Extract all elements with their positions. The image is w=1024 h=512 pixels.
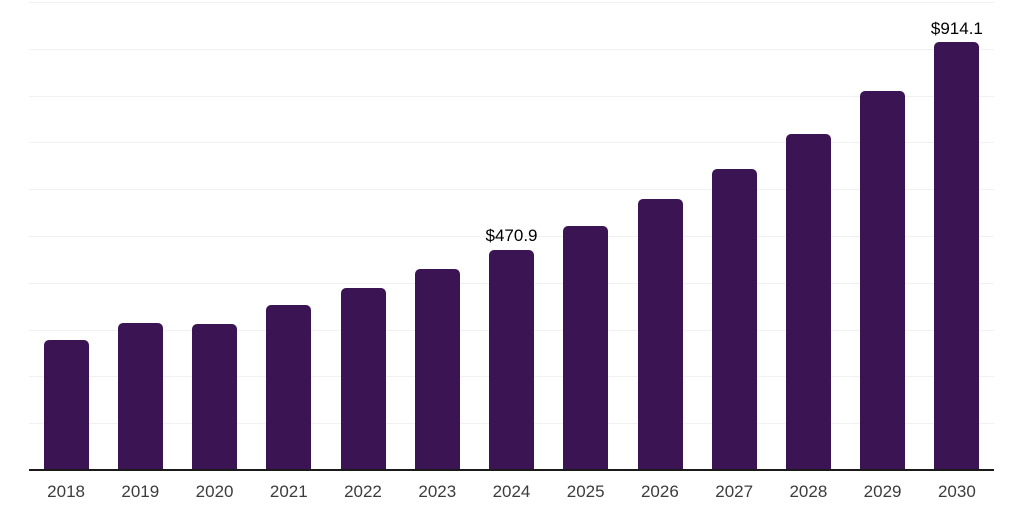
x-tick-label-2027: 2027	[715, 482, 754, 501]
x-tick-label-2029: 2029	[863, 482, 902, 501]
gridline	[29, 48, 994, 50]
bar-2022[interactable]	[340, 287, 386, 470]
gridline	[29, 95, 994, 97]
x-tick-label-2025: 2025	[566, 482, 605, 501]
bar-2030[interactable]	[934, 42, 980, 470]
x-tick-label-2018: 2018	[47, 482, 85, 501]
bar-2020[interactable]	[192, 324, 238, 470]
bar-2029[interactable]	[860, 90, 906, 470]
gridline	[29, 142, 994, 144]
bar-2028[interactable]	[785, 134, 831, 470]
plot-area: $470.9 $914.1 2018 2019 2020 2021 2022 2023 2024…	[29, 2, 994, 501]
bar-2026[interactable]	[637, 198, 683, 470]
x-tick-label-2030: 2030	[937, 482, 976, 501]
x-tick-label-2026: 2026	[640, 482, 679, 501]
x-tick-label-2022: 2022	[344, 482, 382, 501]
x-tick-label-2028: 2028	[789, 482, 828, 501]
gridline	[29, 236, 994, 237]
x-axis-line	[29, 469, 994, 471]
bar-value-label-2030: $914.1	[930, 18, 983, 38]
bar-value-label-2024: $470.9	[485, 225, 538, 245]
x-tick-label-2020: 2020	[195, 482, 234, 501]
gridline	[29, 2, 994, 3]
x-tick-label-2023: 2023	[418, 482, 457, 501]
x-tick-label-2019: 2019	[121, 482, 160, 501]
bar-2018[interactable]	[43, 339, 89, 470]
bar-2024[interactable]	[489, 249, 534, 470]
bar-2023[interactable]	[414, 268, 460, 470]
bar-2019[interactable]	[117, 322, 163, 470]
bar-2025[interactable]	[563, 225, 609, 470]
bar-2021[interactable]	[266, 304, 312, 470]
gridline	[29, 189, 994, 191]
x-tick-label-2024: 2024	[492, 482, 531, 501]
x-tick-label-2021: 2021	[269, 482, 308, 501]
bar-2027[interactable]	[711, 168, 757, 470]
